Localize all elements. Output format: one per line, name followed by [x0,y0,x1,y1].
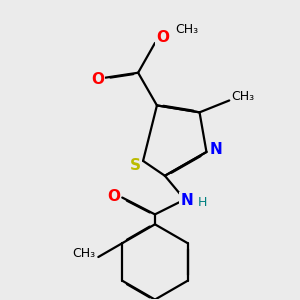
Text: O: O [91,72,104,87]
Text: H: H [198,196,207,209]
Text: N: N [210,142,223,158]
Text: O: O [156,30,170,45]
Text: CH₃: CH₃ [175,22,198,36]
Text: S: S [130,158,141,173]
Text: N: N [180,193,193,208]
Text: CH₃: CH₃ [72,247,95,260]
Text: CH₃: CH₃ [232,90,255,103]
Text: O: O [107,189,120,204]
